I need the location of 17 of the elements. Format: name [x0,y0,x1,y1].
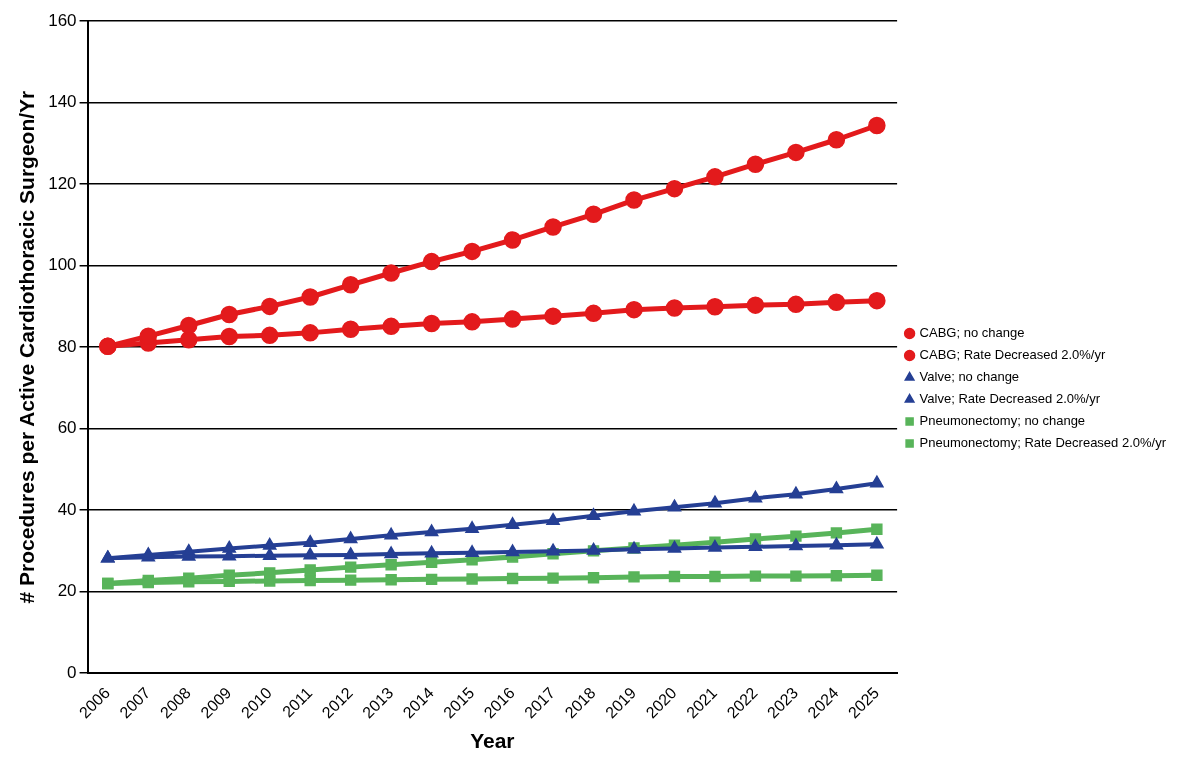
legend-label: CABG; Rate Decreased 2.0%/yr [919,347,1106,363]
y-tick-label: 20 [57,581,77,601]
y-axis-title: # Procedures per Active Cardiothoracic Surgeon/Yr [15,90,39,604]
legend-label: CABG; no change [919,325,1025,341]
y-tick-label: 160 [48,10,77,30]
legend-label: Pneumonectomy; no change [919,413,1086,429]
legend-label: Valve; Rate Decreased 2.0%/yr [919,391,1101,407]
y-tick-label: 40 [57,499,77,519]
y-tick-label: 0 [67,662,77,682]
y-tick-label: 100 [48,255,77,275]
legend-label: Valve; no change [919,369,1020,385]
y-tick-label: 80 [57,336,77,356]
y-tick-label: 120 [48,173,77,193]
y-tick-label: 60 [57,418,77,438]
y-tick-label: 140 [48,92,77,112]
x-axis-title: Year [470,729,515,753]
legend-label: Pneumonectomy; Rate Decreased 2.0%/yr [919,435,1167,451]
